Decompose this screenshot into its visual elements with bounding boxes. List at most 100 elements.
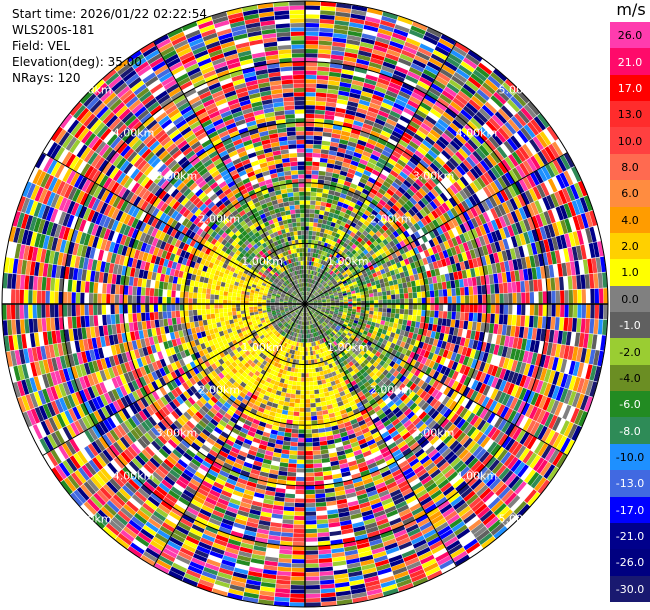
velocity-gate: [321, 223, 327, 229]
velocity-gate: [354, 189, 362, 196]
velocity-gate: [439, 166, 450, 177]
velocity-gate: [465, 53, 480, 66]
velocity-gate: [589, 210, 598, 227]
velocity-gate: [589, 318, 595, 334]
velocity-gate: [468, 286, 474, 296]
velocity-gate: [306, 269, 309, 274]
velocity-gate: [515, 149, 526, 163]
velocity-gate: [305, 407, 311, 412]
velocity-gate: [307, 261, 310, 266]
velocity-gate: [442, 289, 448, 297]
velocity-gate: [313, 380, 318, 386]
velocity-gate: [354, 204, 361, 211]
velocity-gate: [356, 298, 361, 302]
velocity-gate: [394, 178, 403, 187]
velocity-gate: [556, 221, 564, 236]
velocity-gate: [317, 223, 322, 228]
velocity-gate: [339, 262, 345, 268]
velocity-gate: [444, 273, 450, 282]
velocity-gate: [473, 204, 482, 216]
velocity-gate: [490, 313, 495, 324]
velocity-gate: [401, 49, 416, 59]
velocity-gate: [451, 288, 456, 296]
velocity-gate: [343, 273, 349, 278]
velocity-gate: [369, 102, 381, 110]
velocity-gate: [391, 294, 396, 300]
velocity-gate: [345, 43, 360, 50]
velocity-gate: [315, 287, 320, 292]
velocity-gate: [403, 258, 410, 266]
velocity-gate: [458, 130, 470, 142]
velocity-gate: [366, 282, 372, 288]
velocity-gate: [309, 278, 312, 284]
velocity-gate: [511, 151, 523, 165]
velocity-gate: [315, 286, 319, 291]
velocity-gate: [432, 159, 443, 170]
velocity-gate: [356, 220, 364, 227]
velocity-gate: [424, 181, 434, 191]
velocity-gate: [318, 549, 332, 555]
velocity-gate: [287, 471, 297, 477]
velocity-gate: [311, 284, 314, 289]
velocity-gate: [317, 300, 322, 302]
velocity-gate: [317, 380, 323, 385]
velocity-gate: [338, 143, 348, 150]
velocity-gate: [396, 61, 410, 71]
velocity-gate: [458, 64, 473, 77]
velocity-gate: [419, 143, 430, 153]
velocity-gate: [424, 65, 439, 76]
velocity-gate: [503, 293, 509, 304]
velocity-gate: [478, 62, 493, 75]
velocity-gate: [326, 234, 332, 240]
velocity-gate: [409, 241, 417, 249]
velocity-gate: [378, 227, 386, 235]
velocity-gate: [344, 284, 350, 289]
velocity-gate: [324, 283, 329, 288]
velocity-gate: [311, 415, 318, 421]
velocity-gate: [276, 575, 291, 581]
velocity-gate: [410, 233, 418, 242]
velocity-gate: [290, 580, 305, 586]
velocity-gate: [358, 99, 371, 107]
velocity-gate: [358, 46, 373, 53]
velocity-gate: [529, 255, 536, 268]
velocity-gate: [411, 137, 422, 147]
velocity-gate: [305, 113, 315, 119]
velocity-gate: [318, 175, 325, 180]
velocity-gate: [477, 246, 485, 257]
velocity-gate: [559, 172, 570, 188]
velocity-gate: [305, 476, 315, 482]
velocity-gate: [348, 283, 354, 287]
velocity-gate: [525, 141, 537, 155]
velocity-gate: [429, 162, 440, 173]
velocity-gate: [514, 234, 522, 247]
velocity-gate: [412, 247, 420, 255]
velocity-gate: [317, 254, 321, 259]
velocity-gate: [318, 263, 323, 269]
velocity-gate: [432, 324, 438, 332]
velocity-gate: [558, 276, 564, 291]
velocity-gate: [339, 297, 344, 301]
velocity-gate: [319, 14, 335, 20]
velocity-gate: [459, 162, 470, 173]
velocity-gate: [292, 541, 305, 547]
velocity-gate: [311, 295, 315, 299]
velocity-gate: [416, 315, 421, 322]
velocity-gate: [374, 223, 382, 231]
velocity-gate: [318, 284, 323, 288]
velocity-gate: [347, 30, 362, 38]
velocity-gate: [305, 170, 312, 175]
velocity-gate: [338, 86, 351, 93]
velocity-gate: [327, 230, 333, 236]
velocity-gate: [403, 179, 412, 188]
velocity-gate: [534, 304, 539, 316]
velocity-gate: [451, 237, 459, 247]
velocity-gate: [493, 323, 499, 335]
velocity-gate: [324, 266, 329, 272]
velocity-gate: [560, 304, 565, 318]
velocity-gate: [339, 139, 349, 146]
velocity-gate: [458, 148, 469, 159]
velocity-gate: [395, 261, 402, 269]
velocity-gate: [340, 257, 346, 263]
velocity-gate: [389, 240, 396, 248]
